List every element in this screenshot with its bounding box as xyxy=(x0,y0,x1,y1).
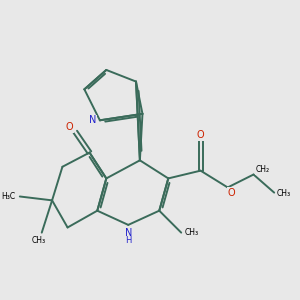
Text: H₃C: H₃C xyxy=(1,192,15,201)
Text: N: N xyxy=(89,115,96,125)
Text: H: H xyxy=(125,236,131,245)
Text: CH₃: CH₃ xyxy=(185,228,199,237)
Text: O: O xyxy=(197,130,204,140)
Text: O: O xyxy=(66,122,74,132)
Text: CH₃: CH₃ xyxy=(277,189,291,198)
Text: CH₃: CH₃ xyxy=(32,236,46,245)
Text: O: O xyxy=(228,188,236,198)
Text: N: N xyxy=(124,228,132,238)
Text: CH₂: CH₂ xyxy=(256,165,270,174)
